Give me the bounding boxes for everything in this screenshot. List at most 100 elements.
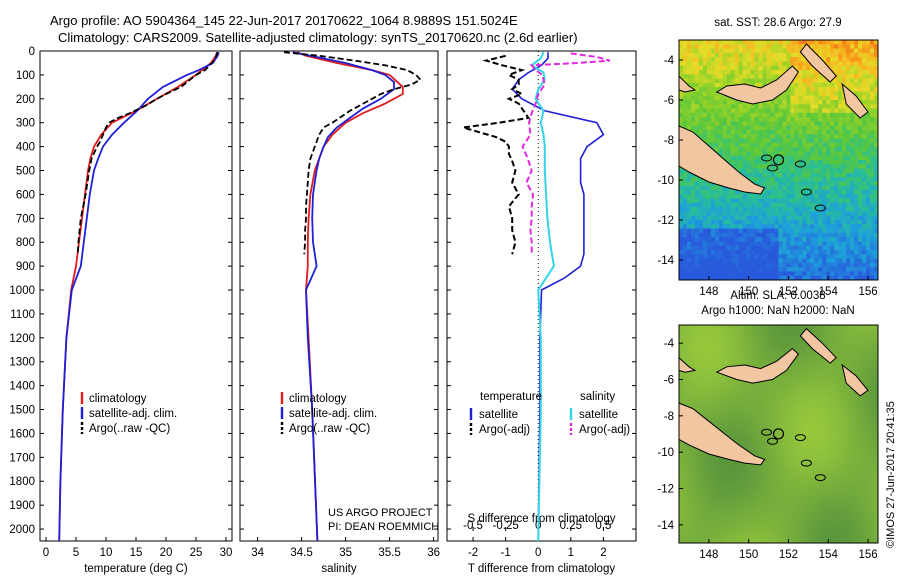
map-cell [738,325,744,330]
map-cell [866,375,871,380]
map-cell [778,177,783,182]
map-cell [758,224,764,230]
map-cell [734,348,740,353]
map-cell [710,134,716,140]
map-cell [762,430,768,435]
map-cell [854,267,859,272]
map-cell [702,254,708,260]
map-cell [822,104,827,110]
map-cell [818,271,823,277]
map-cell [746,78,752,84]
map-cell [730,275,736,281]
map-cell [758,426,764,431]
map-cell [826,344,831,349]
map-cell [682,61,688,67]
map-cell [874,142,879,148]
map-cell [726,220,732,225]
map-cell [774,220,779,225]
map-cell [850,465,855,470]
map-cell [814,332,819,338]
map-cell [802,410,807,416]
map-cell [782,117,787,122]
map-cell [762,134,768,140]
map-cell [870,254,875,260]
map-cell [862,414,867,419]
map-cell [834,121,839,127]
map-cell [754,340,760,345]
map-cell [730,61,736,67]
map-cell [746,40,752,45]
map-cell [866,383,871,388]
map-cell [842,469,847,474]
map-cell [830,332,835,338]
map-cell [726,78,732,84]
map-cell [746,215,752,221]
map-cell [862,241,867,247]
map-cell [854,138,859,144]
map-cell [834,465,839,470]
map-cell [706,325,712,330]
map-cell [774,461,779,466]
map-cell [790,100,795,105]
map-cell [846,430,851,435]
map-cell [862,367,867,373]
map-cell [730,202,736,208]
map-cell [710,130,716,135]
map-cell [698,453,704,458]
map-cell [802,275,807,281]
map-cell [874,151,879,157]
map-cell [806,348,811,353]
map-cell [814,241,819,247]
map-cell [766,177,772,182]
map-cell [718,328,724,334]
map-cell [762,194,768,200]
map-cell [710,371,716,377]
map-cell [798,220,803,225]
map-cell [830,125,835,131]
map-cell [790,181,795,187]
map-cell [758,414,764,419]
map-cell [834,336,839,342]
map-cell [710,237,716,242]
map-cell [842,215,847,221]
map-cell [874,185,879,191]
map-cell [770,121,776,127]
map-cell [714,348,720,353]
map-cell [778,245,783,251]
map-cell [814,457,819,462]
map-cell [726,360,732,365]
map-cell [782,185,787,191]
map-cell [706,254,712,260]
map-cell [758,147,764,152]
map-cell [854,198,859,204]
map-cell [874,332,879,338]
map-cell [854,340,859,345]
map-cell [858,168,863,174]
map-cell [714,383,720,388]
map-cell [710,453,716,458]
map-cell [802,78,807,84]
map-cell [722,469,728,474]
map-cell [806,383,811,388]
map-cell [802,215,807,221]
map-cell [714,275,720,281]
map-cell [834,232,839,238]
map-cell [854,44,859,50]
map-cell [846,402,851,408]
map-cell [826,121,831,127]
map-cell [810,379,815,384]
map-cell [702,406,708,412]
map-cell [702,336,708,342]
map-cell [842,352,847,357]
map-cell [862,164,867,170]
map-cell [758,44,764,50]
map-cell [726,332,732,338]
map-cell [690,202,696,208]
map-cell [782,40,787,45]
map-cell [802,61,807,67]
map-cell [870,181,875,187]
map-cell [826,190,831,195]
map-cell [694,121,700,127]
map-cell [818,469,823,474]
map-cell [870,340,875,345]
